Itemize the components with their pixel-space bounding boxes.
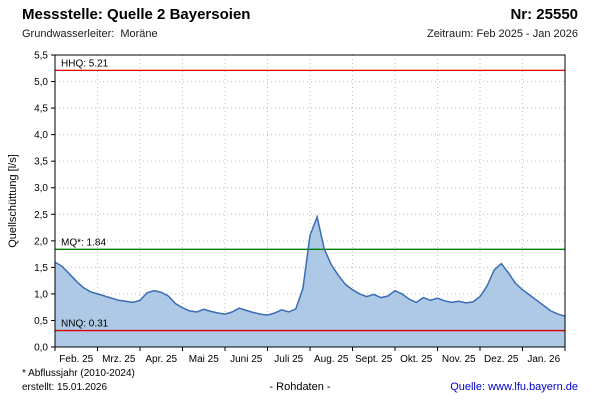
source-label: Quelle:	[450, 381, 486, 393]
discharge-area	[55, 216, 565, 347]
x-tick-label: Juni 25	[230, 354, 263, 365]
x-tick-label: Jan. 26	[527, 354, 560, 365]
aquifer: Grundwasserleiter: Moräne	[22, 28, 158, 40]
y-tick-label: 0,5	[34, 316, 48, 327]
source-line: Quelle: www.lfu.bayern.de	[450, 381, 578, 393]
y-axis-title: Quellschüttung [l/s]	[7, 154, 19, 248]
aquifer-label: Grundwasserleiter:	[22, 28, 115, 40]
reference-label-NNQ: NNQ: 0.31	[61, 319, 109, 330]
y-tick-label: 3,0	[34, 183, 48, 194]
period-label: Zeitraum: Feb 2025 - Jan 2026	[426, 28, 578, 40]
footnote-abflussjahr: * Abflussjahr (2010-2024)	[22, 368, 135, 379]
station-number: Nr: 25550	[510, 6, 578, 23]
reference-label-MQ: MQ*: 1.84	[61, 237, 106, 248]
y-tick-label: 4,0	[34, 130, 48, 141]
y-tick-label: 2,0	[34, 236, 48, 247]
x-tick-label: Juli 25	[274, 354, 303, 365]
y-tick-label: 5,5	[34, 51, 48, 62]
reference-label-HHQ: HHQ: 5.21	[61, 58, 109, 69]
source-link[interactable]: www.lfu.bayern.de	[488, 381, 578, 393]
rohdaten-label: - Rohdaten -	[269, 381, 331, 393]
aquifer-value: Moräne	[120, 28, 158, 40]
page-title: Messstelle: Quelle 2 Bayersoien	[22, 6, 251, 23]
created-date: erstellt: 15.01.2026	[22, 382, 108, 393]
x-tick-label: Dez. 25	[484, 354, 519, 365]
x-tick-label: Okt. 25	[400, 354, 433, 365]
y-tick-label: 1,0	[34, 289, 48, 300]
y-tick-label: 3,5	[34, 157, 48, 168]
y-tick-label: 2,5	[34, 210, 48, 221]
x-tick-label: Apr. 25	[145, 354, 177, 365]
subheader-row: Grundwasserleiter: Moräne Zeitraum: Feb 2…	[22, 28, 578, 40]
y-tick-label: 5,0	[34, 77, 48, 88]
header-row: Messstelle: Quelle 2 Bayersoien Nr: 2555…	[22, 6, 578, 23]
x-tick-label: Aug. 25	[314, 354, 349, 365]
x-tick-label: Feb. 25	[59, 354, 93, 365]
x-tick-label: Mai 25	[189, 354, 219, 365]
discharge-line	[54, 214, 566, 317]
x-tick-label: Mrz. 25	[102, 354, 136, 365]
y-tick-label: 4,5	[34, 104, 48, 115]
y-tick-label: 1,5	[34, 263, 48, 274]
x-tick-label: Nov. 25	[442, 354, 476, 365]
x-tick-label: Sept. 25	[355, 354, 393, 365]
y-tick-label: 0,0	[34, 343, 48, 354]
